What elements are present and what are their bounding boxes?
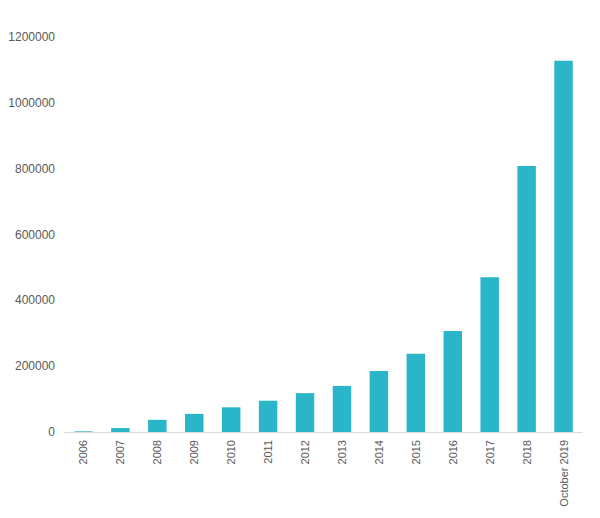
svg-text:400000: 400000	[15, 293, 55, 307]
svg-text:2010: 2010	[225, 440, 237, 464]
svg-text:October 2019: October 2019	[558, 440, 570, 507]
svg-text:0: 0	[48, 425, 55, 439]
svg-text:2011: 2011	[262, 440, 274, 464]
svg-text:600000: 600000	[15, 228, 55, 242]
svg-text:2013: 2013	[336, 440, 348, 464]
svg-text:2015: 2015	[410, 440, 422, 464]
svg-text:2009: 2009	[188, 440, 200, 464]
svg-text:2008: 2008	[151, 440, 163, 464]
svg-text:2014: 2014	[373, 440, 385, 464]
svg-text:2018: 2018	[521, 440, 533, 464]
svg-text:800000: 800000	[15, 162, 55, 176]
svg-text:1000000: 1000000	[8, 96, 55, 110]
svg-text:200000: 200000	[15, 359, 55, 373]
svg-text:2006: 2006	[77, 440, 89, 464]
svg-text:2016: 2016	[447, 440, 459, 464]
svg-text:2007: 2007	[114, 440, 126, 464]
svg-text:2012: 2012	[299, 440, 311, 464]
svg-text:2017: 2017	[484, 440, 496, 464]
svg-text:1200000: 1200000	[8, 30, 55, 44]
